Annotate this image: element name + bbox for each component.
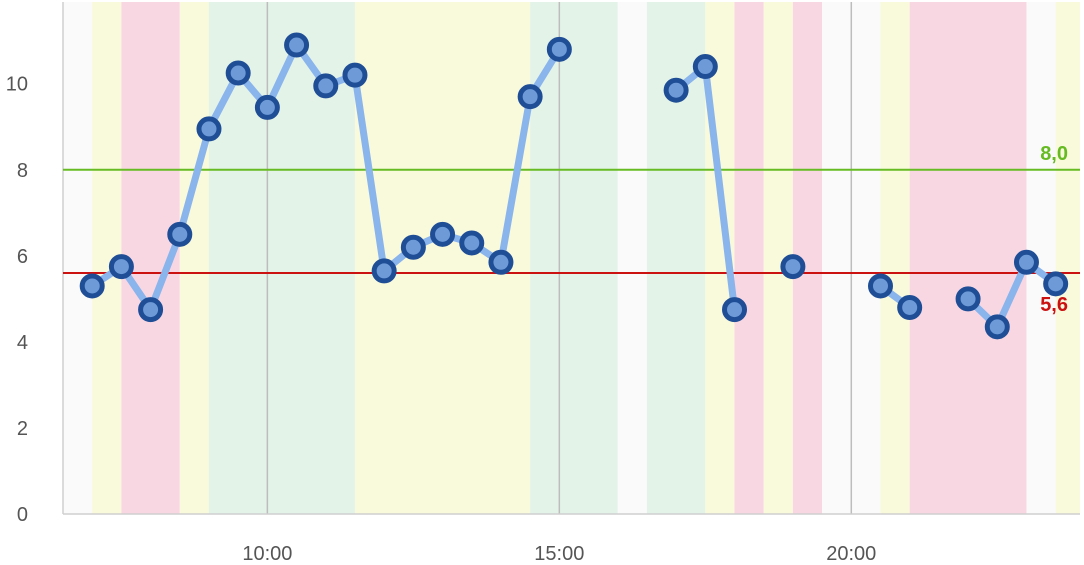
data-point-3-1 [897,294,923,320]
y-tick-label-5: 10 [6,74,28,96]
data-point-0-14 [488,249,514,275]
band-0 [63,2,93,514]
y-tick-label-1: 2 [17,418,28,440]
x-tick-label-1: 15:00 [534,543,584,565]
y-tick-label-3: 6 [17,246,28,268]
x-tick-labels: 10:00 15:00 20:00 [242,543,876,565]
band-18 [1055,2,1080,514]
data-point-1-2 [722,297,748,323]
data-point-1-0 [663,77,689,103]
time-of-day-bands [63,2,1080,514]
y-tick-label-4: 8 [17,160,28,182]
data-point-4-2 [1013,249,1039,275]
data-point-0-3 [167,221,193,247]
series-0-line-segment-4 [964,258,1060,331]
data-point-0-9 [342,62,368,88]
data-point-0-2 [138,297,164,323]
data-point-0-7 [284,32,310,58]
band-16 [909,2,1027,514]
reference-line-label-0: 8,0 [1040,143,1068,165]
data-point-4-1 [984,314,1010,340]
data-point-0-0 [79,273,105,299]
data-point-4-0 [955,286,981,312]
data-point-0-12 [430,221,456,247]
band-7 [617,2,647,514]
axes [62,2,1080,515]
reference-line-label-1: 5,6 [1040,294,1068,316]
data-point-0-15 [517,84,543,110]
data-point-1-1 [692,54,718,80]
data-point-0-6 [254,94,280,120]
data-point-0-11 [400,234,426,260]
data-point-0-8 [313,73,339,99]
data-series [79,32,1069,340]
band-13 [822,2,852,514]
y-tick-labels: 0 2 4 6 8 10 [6,74,28,526]
x-tick-label-0: 10:00 [242,543,292,565]
band-10 [734,2,764,514]
y-tick-label-2: 4 [17,332,28,354]
data-point-0-4 [196,116,222,142]
data-point-0-10 [371,258,397,284]
vertical-gridlines [266,2,853,514]
data-point-3-0 [867,273,893,299]
band-6 [530,2,618,514]
data-point-0-13 [459,230,485,256]
reference-lines: 8,0 5,6 [63,143,1080,316]
data-point-0-16 [546,36,572,62]
data-point-2-0 [780,254,806,280]
data-point-0-1 [108,254,134,280]
data-point-0-5 [225,60,251,86]
x-tick-label-2: 20:00 [826,543,876,565]
band-15 [880,2,910,514]
data-point-4-3 [1043,271,1069,297]
y-tick-label-0: 0 [17,504,28,526]
band-3 [179,2,209,514]
band-14 [851,2,881,514]
